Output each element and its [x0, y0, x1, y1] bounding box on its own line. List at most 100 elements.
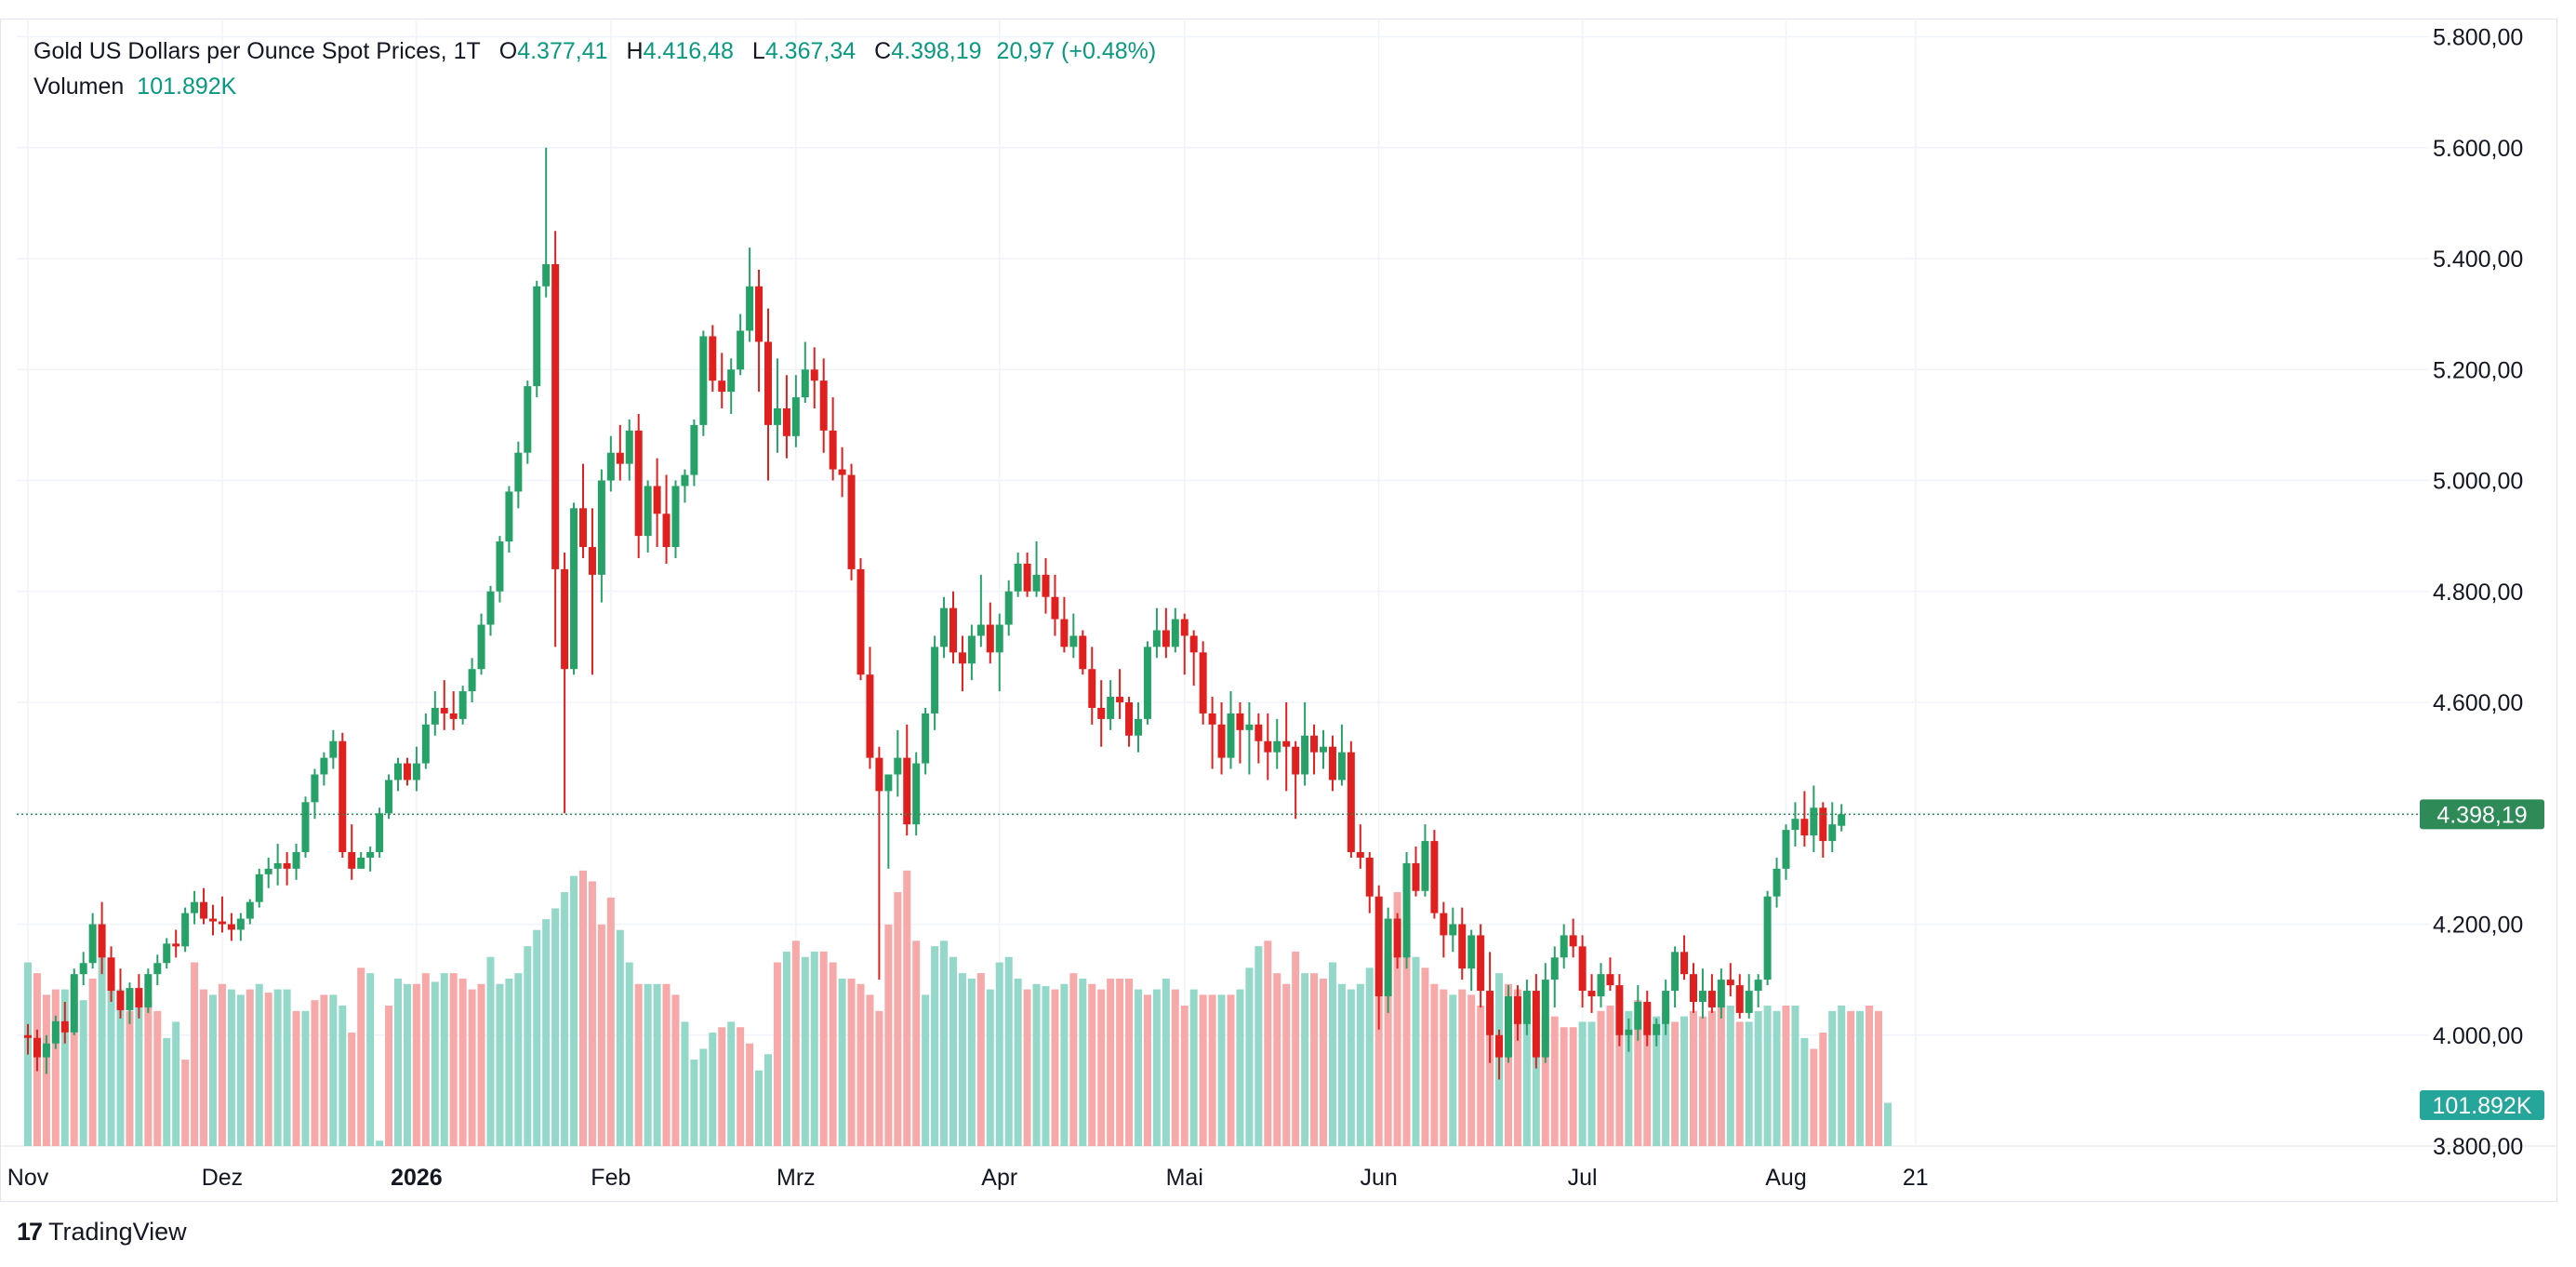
volume-bar [1347, 989, 1355, 1146]
volume-bar [421, 973, 430, 1146]
candle-body [1365, 857, 1374, 897]
volume-bar [1726, 1006, 1734, 1146]
candle-body [301, 802, 310, 852]
candle-body [1754, 980, 1762, 992]
high-value: 4.416,48 [643, 38, 734, 64]
candle-body [311, 774, 319, 803]
volume-bar [60, 989, 69, 1146]
volume-bar [458, 978, 467, 1146]
volume-bar [1042, 986, 1050, 1146]
candle-body [292, 851, 300, 869]
volume-bar [301, 1010, 310, 1146]
volume-label[interactable]: Volumen [33, 73, 125, 100]
candle-body [791, 397, 800, 436]
volume-bar [1320, 978, 1327, 1146]
candle-body [727, 369, 736, 393]
volume-bar [561, 892, 569, 1146]
volume-value: 101.892K [137, 73, 237, 100]
candle-body [505, 491, 513, 542]
volume-bar [810, 951, 818, 1146]
volume-bar [597, 924, 605, 1146]
volume-bar [764, 1054, 772, 1146]
candle-body [1023, 563, 1031, 592]
volume-bar [440, 973, 448, 1146]
candle-body [1208, 713, 1216, 725]
volume-bar [1328, 962, 1336, 1146]
volume-bar [1162, 978, 1170, 1146]
candle-body [570, 508, 578, 670]
volume-bar [376, 1140, 384, 1146]
volume-bar [1883, 1102, 1892, 1146]
volume-bar [1505, 983, 1512, 1146]
candle-body [662, 513, 671, 548]
candle-body [1347, 752, 1355, 852]
volume-bar [292, 1010, 300, 1146]
volume-bar [856, 983, 865, 1146]
tradingview-logo-icon: 17 [17, 1218, 43, 1246]
volume-bar [737, 1027, 745, 1146]
x-tick-label: Jul [1568, 1165, 1598, 1191]
candle-body [1412, 862, 1420, 891]
candle-body [79, 963, 87, 975]
candle-body [1745, 991, 1753, 1013]
volume-bar [931, 946, 939, 1146]
volume-bar [98, 956, 106, 1146]
candle-body [533, 286, 541, 387]
volume-row: Volumen 101.892K [33, 69, 1156, 104]
volume-bar [1180, 1006, 1188, 1146]
volume-bar [1374, 973, 1383, 1146]
candle-body [1236, 713, 1244, 730]
candle-body [838, 469, 846, 475]
volume-bar [1079, 978, 1087, 1146]
volume-bar [246, 989, 254, 1146]
y-tick-label: 5.600,00 [2433, 136, 2523, 162]
volume-bar [542, 919, 551, 1146]
candle-body [819, 380, 828, 431]
volume-bar [144, 1000, 153, 1146]
candle-body [718, 380, 726, 393]
candle-body [1079, 635, 1087, 670]
candle-body [477, 624, 485, 670]
volume-bar [1477, 1006, 1485, 1146]
volume-bar [1292, 951, 1300, 1146]
candle-body [1014, 563, 1022, 592]
candle-body [810, 369, 818, 381]
volume-bar [838, 978, 846, 1146]
candle-body [255, 874, 263, 902]
candle-body [1477, 935, 1485, 992]
volume-bar [505, 978, 513, 1146]
low-label: L [751, 38, 765, 64]
candle-body [1791, 819, 1799, 831]
candle-body [1393, 918, 1401, 958]
volume-bar [1301, 973, 1309, 1146]
y-tick-label: 5.400,00 [2433, 247, 2523, 273]
candle-body [1143, 647, 1151, 719]
y-tick-label: 5.800,00 [2433, 25, 2523, 51]
volume-bar [1625, 1010, 1633, 1146]
volume-bar [1282, 983, 1291, 1146]
candles [24, 147, 1846, 1080]
volume-bar [79, 1000, 87, 1146]
candle-body [653, 486, 661, 514]
candle-body [1597, 974, 1605, 997]
volume-bar [1356, 983, 1364, 1146]
candle-body [1838, 814, 1846, 826]
candle-body [782, 407, 790, 436]
volume-bar [135, 994, 143, 1146]
candle-body [1152, 630, 1161, 647]
candle-body [376, 813, 384, 852]
candle-body [1634, 1001, 1642, 1030]
candle-body [1763, 896, 1772, 980]
volume-bar [273, 989, 282, 1146]
candle-body [801, 369, 809, 398]
candle-body [699, 336, 708, 425]
candle-body [1097, 707, 1106, 719]
candle-body [227, 924, 235, 930]
tradingview-branding[interactable]: 17 TradingView [17, 1218, 187, 1247]
candle-body [1440, 913, 1448, 936]
candle-body [931, 647, 939, 714]
symbol-title[interactable]: Gold US Dollars per Ounce Spot Prices, 1… [33, 38, 481, 64]
candle-body [524, 386, 532, 453]
volume-bar [1634, 1000, 1642, 1146]
